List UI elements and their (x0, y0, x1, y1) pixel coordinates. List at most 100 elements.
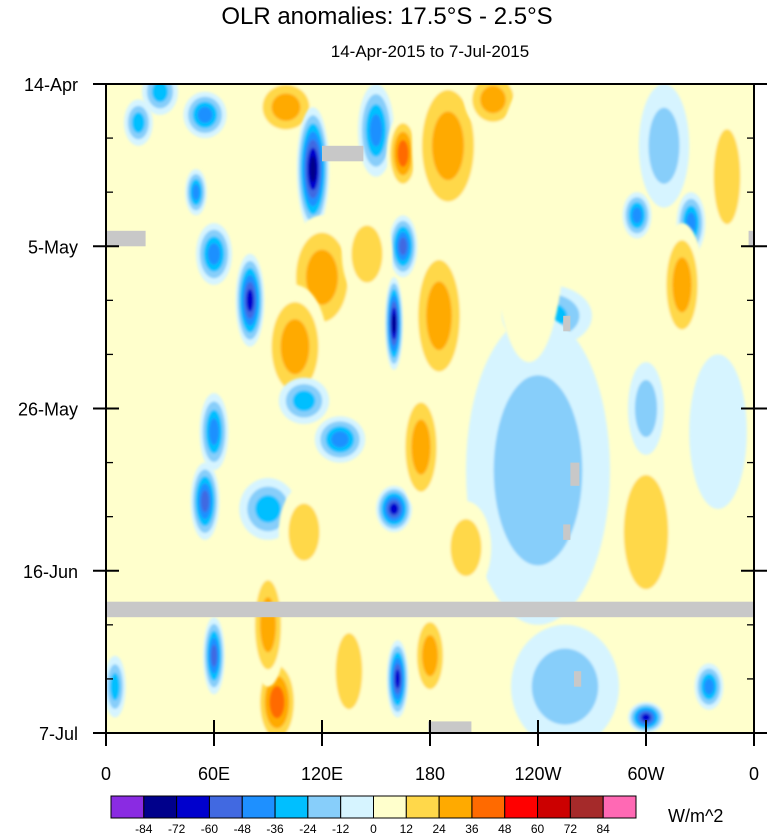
anomaly-feature (358, 84, 394, 177)
anomaly-feature (511, 624, 619, 733)
y-tick-label: 7-Jul (39, 724, 78, 744)
anomaly-feature (199, 393, 229, 471)
missing-data-band (106, 601, 754, 618)
anomaly-feature (388, 215, 418, 278)
anomaly-feature (622, 192, 652, 239)
anomaly-contour (493, 375, 583, 566)
anomaly-feature (124, 408, 160, 564)
x-tick-label: 120W (514, 764, 561, 784)
colorbar-label: -48 (234, 822, 252, 834)
anomaly-contour (641, 713, 651, 722)
anomaly-contour (210, 644, 218, 667)
anomaly-feature (203, 617, 225, 695)
missing-data-band (570, 462, 580, 486)
y-tick-label: 26-May (18, 400, 78, 420)
anomaly-feature (689, 354, 747, 510)
anomaly-contour (493, 84, 565, 363)
anomaly-feature (123, 99, 153, 146)
anomaly-contour (689, 354, 747, 510)
anomaly-contour (292, 390, 316, 412)
missing-data-band (563, 524, 571, 540)
colorbar-label: 24 (432, 822, 446, 834)
anomaly-contour (392, 313, 396, 334)
colorbar: -84 -72 -60 -48 -36 -24 -12 0 12 24 36 48 60 72 84 (110, 795, 637, 834)
x-tick-label: 180 (415, 764, 445, 784)
anomaly-feature (183, 91, 227, 139)
anomaly-contour (269, 686, 285, 719)
colorbar-swatch (274, 795, 309, 819)
x-tick-label: 0 (749, 764, 759, 784)
colorbar-swatch (438, 795, 473, 819)
colorbar-swatch (241, 795, 276, 819)
colorbar-units: W/m^2 (668, 806, 723, 826)
colorbar-swatch (176, 795, 210, 819)
missing-data-band (428, 721, 472, 733)
colorbar-swatch (405, 795, 440, 819)
anomaly-feature (412, 609, 448, 703)
anomaly-contour (531, 648, 599, 725)
anomaly-feature (660, 223, 704, 347)
anomaly-feature (694, 663, 724, 710)
anomaly-contour (389, 503, 399, 515)
anomaly-feature (628, 702, 664, 733)
plot-area (106, 84, 754, 733)
anomaly-contour (200, 490, 210, 513)
colorbar-swatch (110, 795, 145, 819)
anomaly-contour (280, 319, 310, 375)
colorbar-swatch (471, 795, 506, 819)
anomaly-contour (395, 669, 401, 689)
colorbar-label: -60 (201, 822, 219, 834)
missing-data-band (563, 315, 571, 332)
anomaly-contour (309, 156, 317, 182)
anomaly-contour (124, 408, 160, 564)
y-tick-label: 16-Jun (23, 562, 78, 582)
y-tick-label: 5-May (28, 237, 78, 257)
anomaly-contour (369, 114, 383, 147)
colorbar-label: 60 (531, 822, 545, 834)
anomaly-contour (411, 419, 431, 475)
anomaly-contour (255, 495, 281, 523)
colorbar-label: 72 (564, 822, 578, 834)
anomaly-feature (196, 223, 232, 285)
anomaly-feature (638, 84, 690, 208)
anomaly-contour (422, 635, 438, 677)
x-tick-label: 60E (198, 764, 230, 784)
x-tick-label: 120E (301, 764, 343, 784)
missing-data-band (574, 671, 582, 687)
anomaly-contour (672, 257, 692, 313)
anomaly-contour (632, 207, 642, 224)
anomaly-feature (314, 416, 366, 463)
anomaly-feature (278, 377, 330, 424)
anomaly-contour (335, 633, 363, 710)
anomaly-contour (351, 225, 383, 283)
colorbar-swatch (504, 795, 539, 819)
colorbar-label: -84 (135, 822, 153, 834)
colorbar-label: -72 (168, 822, 186, 834)
anomaly-contour (432, 111, 464, 181)
anomaly-contour (306, 249, 338, 305)
missing-data-layer (106, 145, 754, 733)
anomaly-feature (385, 277, 403, 370)
missing-data-band (106, 230, 146, 247)
colorbar-swatch (307, 795, 342, 819)
anomaly-contour (634, 380, 658, 437)
anomaly-contour (397, 140, 409, 167)
anomaly-feature (235, 253, 265, 347)
anomaly-feature (327, 609, 371, 733)
y-tick-label: 14-Apr (24, 75, 78, 95)
x-tick-label: 60W (627, 764, 664, 784)
colorbar-label: 48 (498, 822, 512, 834)
colorbar-swatch (208, 795, 243, 819)
anomaly-contour (426, 281, 452, 351)
anomaly-contour (713, 129, 741, 225)
anomaly-feature (341, 207, 393, 301)
anomaly-feature (296, 107, 330, 231)
anomaly-feature (466, 315, 610, 625)
anomaly-contour (192, 184, 200, 201)
anomaly-contour (209, 418, 219, 446)
colorbar-swatch (569, 795, 604, 819)
anomaly-feature (278, 485, 330, 579)
anomaly-contour (288, 503, 320, 561)
anomaly-feature (386, 114, 420, 193)
